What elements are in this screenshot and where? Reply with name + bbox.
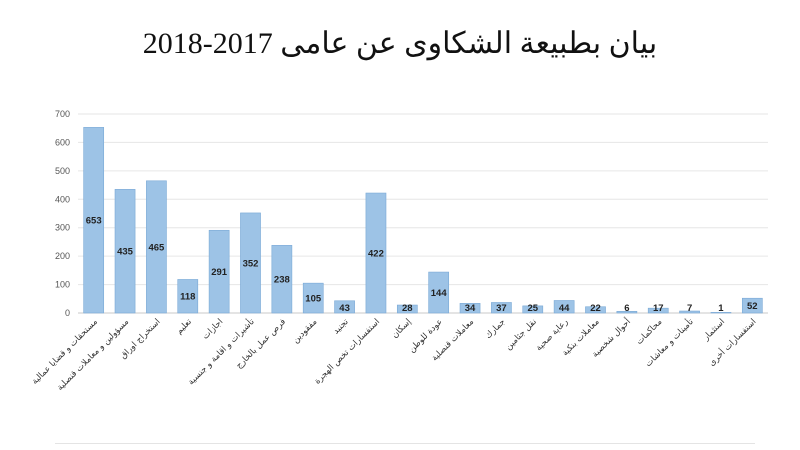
data-label: 238 — [274, 275, 290, 286]
category-label: استثمار — [701, 317, 727, 343]
data-label: 118 — [180, 292, 195, 303]
category-label: إسكان — [390, 317, 413, 340]
y-tick-label: 0 — [65, 308, 70, 318]
bar — [396, 304, 418, 314]
data-label: 25 — [527, 303, 538, 314]
data-label: 291 — [211, 267, 228, 278]
y-tick-label: 200 — [55, 251, 70, 261]
bar — [491, 302, 512, 314]
bar — [553, 300, 575, 314]
bar — [271, 245, 293, 314]
bar — [459, 303, 481, 314]
y-tick-label: 100 — [55, 280, 70, 290]
bar — [741, 297, 763, 314]
data-label: 144 — [431, 288, 448, 299]
category-label: اجازات — [201, 317, 226, 342]
category-label: تجنيد — [331, 317, 351, 337]
chart-title: بيان بطبيعة الشكاوى عن عامى 2017-2018 — [142, 27, 658, 60]
bar — [616, 310, 638, 314]
data-label: 105 — [305, 294, 322, 305]
bar — [647, 307, 669, 314]
data-label: 28 — [402, 303, 413, 314]
data-label: 352 — [243, 258, 259, 269]
bar — [208, 229, 230, 314]
y-tick-label: 300 — [55, 223, 70, 233]
category-label: جمارك — [484, 317, 508, 341]
y-tick-label: 600 — [55, 137, 70, 147]
category-label: مفقودين — [291, 317, 319, 345]
category-label: محاكمات — [635, 317, 665, 347]
bar — [83, 127, 105, 314]
bar — [177, 279, 199, 314]
bar — [428, 271, 450, 314]
y-tick-label: 400 — [55, 194, 70, 204]
data-label: 22 — [590, 303, 601, 314]
y-tick-label: 700 — [55, 109, 70, 119]
bar — [585, 306, 606, 314]
category-label: تعليم — [174, 317, 194, 337]
data-label: 465 — [148, 242, 165, 253]
bar — [679, 310, 700, 314]
bar — [240, 212, 261, 314]
data-label: 1 — [718, 303, 724, 314]
bottom-divider — [55, 443, 755, 444]
data-label: 7 — [687, 303, 692, 314]
data-label: 17 — [653, 303, 664, 314]
data-label: 6 — [624, 303, 629, 314]
data-label: 34 — [465, 303, 476, 314]
data-label: 653 — [86, 216, 102, 227]
data-label: 422 — [368, 249, 384, 260]
bar — [522, 305, 544, 314]
bar — [114, 189, 136, 314]
bar — [146, 180, 167, 314]
bar — [334, 300, 355, 314]
bar — [365, 192, 387, 314]
data-label: 44 — [559, 303, 570, 314]
y-tick-label: 500 — [55, 166, 70, 176]
data-label: 37 — [496, 303, 507, 314]
data-label: 435 — [117, 247, 134, 258]
bar — [302, 282, 324, 314]
data-label: 52 — [747, 301, 758, 312]
bar — [710, 312, 732, 314]
data-label: 43 — [339, 303, 350, 314]
